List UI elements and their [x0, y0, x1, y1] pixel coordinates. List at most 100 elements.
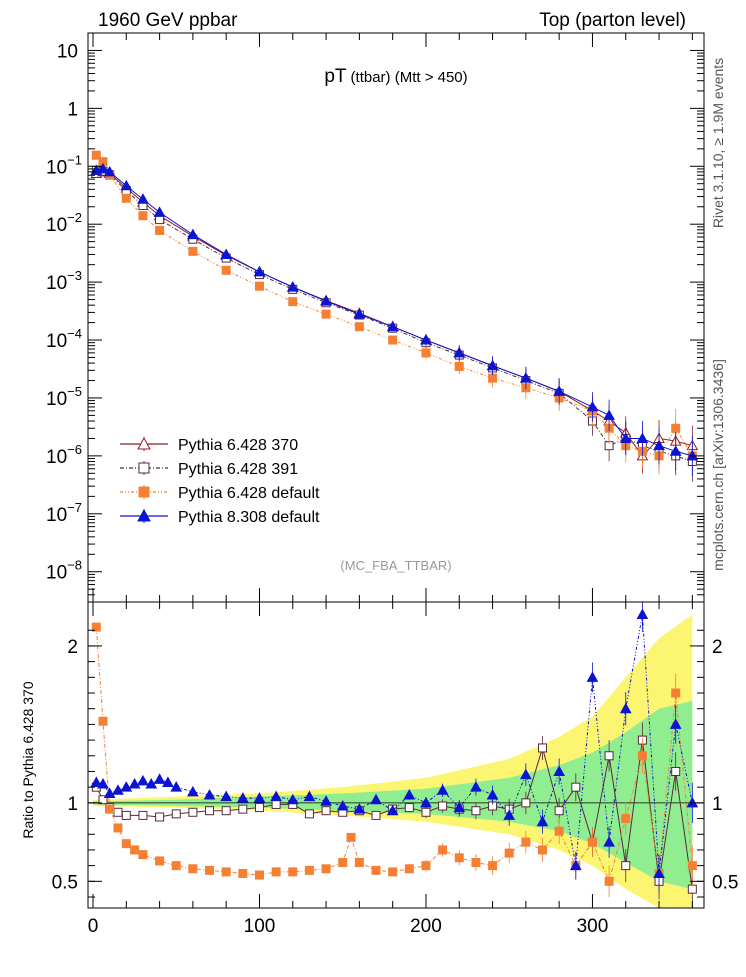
- main-point: [286, 281, 299, 292]
- ratio-point: [420, 796, 432, 808]
- main-point: [671, 423, 681, 433]
- main-point: [636, 432, 649, 443]
- main-point: [586, 400, 599, 412]
- legend-entry-1: Pythia 6.428 370: [120, 436, 298, 454]
- main-point: [97, 162, 109, 174]
- ratio-point: [404, 864, 414, 874]
- chart-title-sub: (ttbar) (Mtt > 450): [351, 69, 468, 86]
- ratio-point: [471, 806, 481, 816]
- band-yellow: [92, 614, 693, 908]
- main-point: [388, 335, 398, 345]
- ratio-point: [304, 809, 314, 819]
- ratio-point: [554, 806, 564, 816]
- ratio-point: [621, 861, 631, 871]
- ratio-ytick-label: 0.5: [52, 872, 78, 893]
- ratio-point: [155, 812, 165, 822]
- ratio-point: [320, 795, 332, 806]
- ratio-point: [121, 839, 131, 849]
- ratio-point: [113, 823, 123, 833]
- ratio-point: [388, 867, 398, 877]
- xtick-label: 300: [577, 916, 609, 937]
- ratio-point: [619, 702, 632, 714]
- ratio-point: [321, 864, 331, 874]
- ratio-point: [371, 810, 381, 820]
- xtick-label: 0: [88, 916, 99, 937]
- ratio-point: [421, 807, 431, 817]
- legend-marker: [137, 508, 151, 522]
- main-point: [421, 348, 431, 358]
- ratio-point: [503, 809, 516, 820]
- ratio-point: [386, 804, 399, 816]
- ratio-point: [304, 865, 314, 875]
- ratio-point: [90, 776, 103, 787]
- ratio-ytick-label-right: 2: [712, 637, 723, 658]
- ratio-point: [536, 815, 549, 827]
- ratio-point: [145, 778, 158, 789]
- main-ytick-label: 10−5: [46, 384, 82, 410]
- ratio-point: [538, 743, 548, 753]
- ratio-point: [603, 836, 615, 847]
- ratio-point: [553, 765, 566, 776]
- ratio-point: [636, 608, 649, 620]
- main-point: [103, 165, 116, 177]
- main-point: [354, 322, 364, 332]
- main-point: [221, 265, 231, 275]
- ratio-point: [370, 793, 382, 805]
- ratio-point: [138, 850, 148, 860]
- main-point: [520, 372, 532, 383]
- ratio-point: [637, 751, 647, 761]
- ratio-point: [171, 809, 181, 819]
- main-point: [353, 308, 366, 319]
- xtick-label: 100: [244, 916, 276, 937]
- header-left: 1960 GeV ppbar: [98, 10, 238, 31]
- ratio-point: [554, 826, 564, 836]
- ratio-point: [187, 785, 199, 797]
- ratio-point: [353, 803, 366, 814]
- ratio-point: [97, 778, 109, 789]
- ratio-point: [687, 861, 697, 871]
- main-point: [619, 432, 632, 443]
- ratio-point: [188, 864, 198, 874]
- ratio-series-3: [90, 602, 699, 892]
- ratio-point: [336, 799, 349, 811]
- ratio-point: [271, 799, 281, 809]
- ratio-ytick-label: 2: [67, 637, 78, 658]
- main-point: [187, 228, 199, 240]
- ratio-point: [321, 806, 331, 816]
- ratio-point: [221, 806, 231, 816]
- main-ytick-label: 10−3: [46, 268, 82, 294]
- ratio-panel: 2 2 1 1 0.5 0.5 Ratio to Pythia 6.428 370: [20, 601, 738, 909]
- main-point: [121, 193, 131, 203]
- ratio-point: [188, 807, 198, 817]
- ratio-point: [155, 856, 165, 866]
- band-green: [92, 700, 693, 890]
- ratio-point: [653, 867, 665, 878]
- ratio-ylabel: Ratio to Pythia 6.428 370: [20, 681, 36, 838]
- main-point: [320, 295, 332, 306]
- main-point: [453, 346, 466, 358]
- header-right: Top (parton level): [539, 10, 686, 31]
- main-point: [288, 297, 298, 307]
- main-point: [137, 193, 149, 204]
- legend-entry-2: Pythia 6.428 391: [120, 461, 298, 478]
- ratio-point: [621, 814, 631, 824]
- chart-title-main: pT: [324, 66, 347, 87]
- mcplots-label: mcplots.cern.ch [arXiv:1306.3436]: [710, 359, 726, 571]
- main-point: [454, 361, 464, 371]
- ratio-point: [220, 790, 233, 802]
- ratio-point: [454, 853, 464, 863]
- main-point: [603, 409, 615, 420]
- ratio-point: [254, 870, 264, 880]
- ratio-frame: [87, 601, 705, 909]
- main-point: [653, 439, 665, 451]
- ratio-point: [238, 868, 248, 878]
- main-point: [321, 309, 331, 319]
- main-point: [153, 206, 166, 217]
- ratio-point: [137, 774, 149, 786]
- ratio-point: [671, 688, 681, 698]
- ratio-point: [288, 867, 298, 877]
- legend-marker: [138, 486, 150, 498]
- legend-label: Pythia 6.428 default: [178, 485, 320, 502]
- ratio-point: [521, 837, 531, 847]
